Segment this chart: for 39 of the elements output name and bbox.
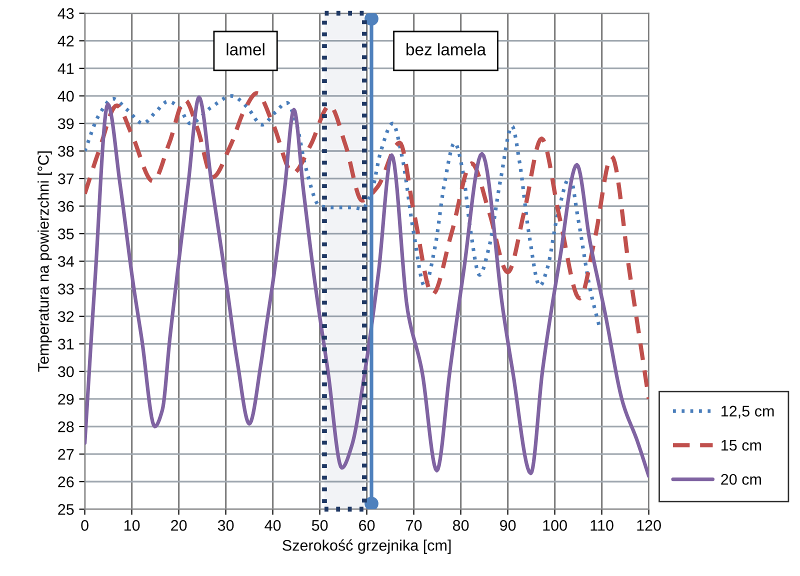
y-tick-label: 32 [58,311,74,322]
y-tick-label: 37 [58,173,74,184]
x-tick-label: 100 [543,520,567,531]
y-tick-label: 43 [58,8,74,19]
y-tick-label: 28 [58,421,74,432]
legend-label: 12,5 cm [722,406,774,418]
x-tick-label: 30 [218,520,234,531]
y-tick-label: 40 [58,90,74,102]
x-tick-label: 0 [81,520,88,531]
x-tick-label: 80 [452,520,469,531]
x-tick-label: 40 [264,520,281,531]
y-tick-label: 35 [58,228,74,240]
x-tick-label: 70 [406,520,422,531]
x-tick-label: 60 [359,520,375,531]
x-tick-label: 50 [312,520,328,531]
x-tick-label: 20 [171,520,187,531]
x-axis-title: Szerokość grzejnika [cm] [282,539,451,554]
y-tick-label: 29 [58,394,74,405]
y-tick-label: 41 [58,63,74,74]
y-tick-label: 38 [58,146,74,157]
legend-label: 20 cm [721,474,761,485]
y-tick-label: 25 [58,504,74,515]
y-tick-label: 36 [58,200,74,212]
x-tick-label: 10 [124,520,140,531]
y-axis-title: Temperatura na powierzchni [°C] [38,151,52,372]
x-tick-label: 120 [637,520,661,531]
x-tick-label: 90 [500,520,516,531]
y-tick-label: 33 [58,284,74,294]
y-tick-label: 30 [58,366,74,378]
annotation: lamel [226,43,264,56]
y-tick-label: 27 [58,448,74,460]
y-tick-label: 26 [58,476,74,488]
y-tick-label: 39 [58,118,74,130]
annotation: bez lamela [406,43,486,56]
x-tick-label: 110 [590,520,614,531]
legend-label: 15 cm [722,440,761,451]
y-tick-label: 34 [58,256,74,267]
y-tick-label: 42 [58,36,74,46]
y-tick-label: 31 [58,338,74,350]
